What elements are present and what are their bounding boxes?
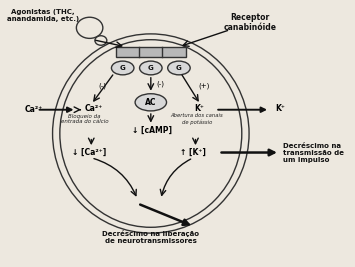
Text: ↓ [cAMP]: ↓ [cAMP]: [132, 126, 173, 135]
Text: Agonistas (THC,
anandamida, etc.): Agonistas (THC, anandamida, etc.): [7, 9, 80, 22]
Text: (+): (+): [198, 83, 209, 89]
Ellipse shape: [135, 94, 166, 111]
Text: AC: AC: [145, 98, 157, 107]
Text: Ca²⁺: Ca²⁺: [24, 105, 43, 114]
Text: G: G: [176, 65, 182, 71]
Text: G: G: [120, 65, 126, 71]
Text: (-): (-): [156, 81, 164, 87]
Text: Receptor
canabinóide: Receptor canabinóide: [224, 13, 277, 32]
Text: (-): (-): [99, 83, 107, 89]
Text: Ca²⁺: Ca²⁺: [84, 104, 103, 113]
Text: ↑ [K⁺]: ↑ [K⁺]: [180, 148, 206, 157]
Text: Decréscimo na
transmissão de
um impulso: Decréscimo na transmissão de um impulso: [283, 143, 344, 163]
Text: Decréscimo na liberação
de neurotransmissores: Decréscimo na liberação de neurotransmis…: [102, 230, 199, 244]
Text: G: G: [148, 65, 154, 71]
Text: Bloqueio da
entrada do cálcio: Bloqueio da entrada do cálcio: [61, 113, 109, 124]
Text: Abertura dos canais
de potássio: Abertura dos canais de potássio: [171, 113, 224, 125]
FancyBboxPatch shape: [116, 47, 186, 57]
Text: ↓ [Ca²⁺]: ↓ [Ca²⁺]: [72, 148, 107, 157]
Ellipse shape: [140, 61, 162, 75]
Text: K⁺: K⁺: [194, 104, 204, 113]
Text: K⁺: K⁺: [275, 104, 285, 113]
Ellipse shape: [111, 61, 134, 75]
Ellipse shape: [168, 61, 190, 75]
